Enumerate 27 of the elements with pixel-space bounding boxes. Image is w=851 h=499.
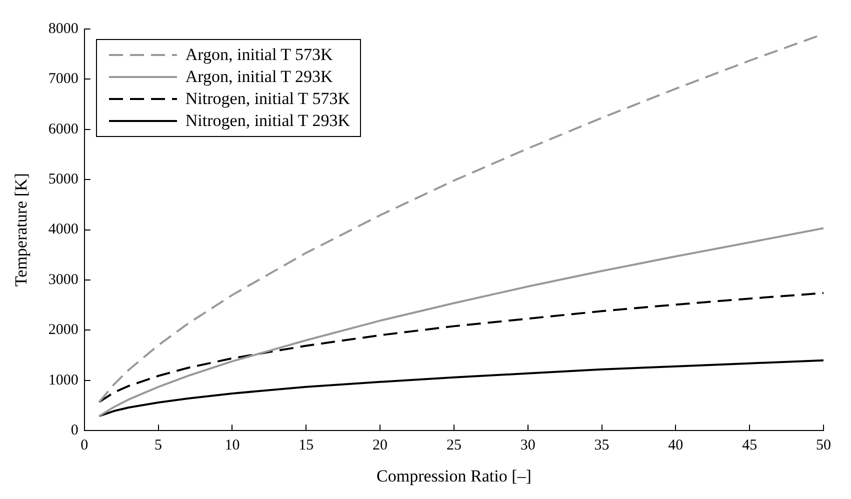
x-tick-label: 0 xyxy=(80,438,88,454)
legend-label: Nitrogen, initial T 573K xyxy=(185,88,350,110)
x-tick-label: 20 xyxy=(372,438,388,454)
y-tick-label: 3000 xyxy=(48,272,78,288)
x-tick-label: 30 xyxy=(520,438,536,454)
y-tick-label: 5000 xyxy=(48,172,78,188)
x-tick-label: 45 xyxy=(742,438,758,454)
x-tick-label: 40 xyxy=(668,438,684,454)
x-tick-label: 50 xyxy=(816,438,831,454)
x-tick-label: 15 xyxy=(298,438,314,454)
y-tick-label: 7000 xyxy=(48,71,78,88)
y-tick-label: 8000 xyxy=(48,20,78,37)
legend-label: Nitrogen, initial T 293K xyxy=(185,110,350,132)
y-tick-label: 4000 xyxy=(48,222,78,238)
legend-label: Argon, initial T 573K xyxy=(185,44,333,66)
x-tick-label: 25 xyxy=(446,438,462,454)
y-tick-label: 2000 xyxy=(48,322,78,338)
y-tick-label: 0 xyxy=(70,422,78,439)
legend-label: Argon, initial T 293K xyxy=(185,66,333,88)
line-series xyxy=(98,292,824,403)
x-axis-title: Compression Ratio [–] xyxy=(376,466,532,486)
y-tick-label: 1000 xyxy=(48,372,78,388)
x-tick-label: 10 xyxy=(224,438,240,454)
y-tick-label: 6000 xyxy=(48,121,78,138)
y-axis-title: Temperature [K] xyxy=(12,173,31,287)
x-tick-label: 35 xyxy=(594,438,610,454)
x-tick-label: 5 xyxy=(154,438,162,454)
